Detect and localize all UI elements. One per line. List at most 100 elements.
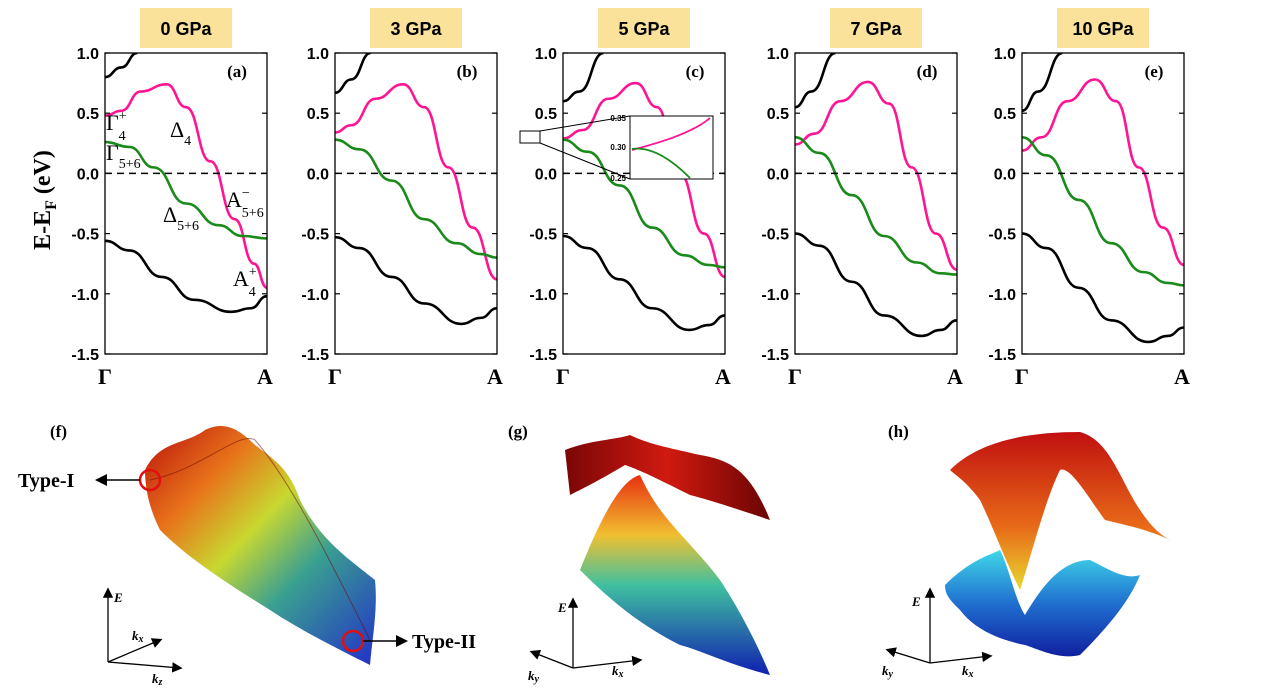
ytick-label: -1.5 [529,347,557,364]
gamma4-label: Γ+ 4 [106,109,127,144]
panel-h-label: (h) [888,422,909,441]
band-line [795,232,957,338]
band-line [335,138,497,259]
xtick-label: A [487,364,503,389]
panel-label: (d) [917,62,938,81]
panel-d: 7 GPa 1.0 0.5 0.0 -0.5 -1.0 -1.5Γ A (d) [761,8,963,389]
type-ii-label: Type-II [412,631,476,653]
panel-b: 3 GPa 1.0 0.5 0.0 -0.5 -1.0 -1.5Γ A (b) [301,8,503,389]
panel-a: 0 GPa 1.0 0.5 0.0 -0.5 -1.0 -1.5Γ A (a) [71,8,273,389]
delta56-label: Δ5+6 [163,202,199,234]
plot-frame [104,52,268,355]
svg-text:kz: kz [152,671,163,688]
ytick-label: -1.0 [529,287,557,304]
inset-green-band [631,147,691,179]
ytick-label: 1.0 [767,46,789,63]
panel-c: 5 GPa 1.0 0.5 0.0 -0.5 -1.0 -1.5Γ A (c) [529,8,731,389]
xtick-label: Γ [556,364,570,389]
surface-f [145,425,376,665]
surface-h-upper [950,432,1170,590]
gamma56-label: Γ5+6 [106,140,141,172]
panel-title-box [1057,8,1149,48]
band-line [795,135,957,276]
panel-g: (g) E ky kx [508,422,770,685]
plot-frame [1021,52,1185,355]
ytick-label: 0.5 [307,106,329,123]
band-line [563,234,725,332]
panel-title: 5 GPa [618,19,670,39]
surface-g-lower [580,475,770,675]
panel-e: 10 GPa 1.0 0.5 0.0 -0.5 -1.0 -1.5Γ A (e) [988,8,1190,389]
xtick-label: A [715,364,731,389]
panel-label: (b) [457,62,478,81]
panel-title-box [140,8,232,48]
ytick-label: 0.0 [994,166,1016,183]
ytick-label: -1.0 [988,287,1016,304]
y-axis-label: E-EF(eV) [30,150,60,250]
a56-label: A− 5+6 [226,186,264,221]
ytick-label: 0.5 [767,106,789,123]
ytick-label: 0.0 [535,166,557,183]
band-line [795,53,836,109]
plot-frame [334,52,498,355]
panel-title: 7 GPa [850,19,902,39]
plot-frame [794,52,958,355]
panel-title: 3 GPa [390,19,442,39]
panel-f-label: (f) [50,422,67,441]
panel-title: 10 GPa [1072,19,1134,39]
band-line [335,53,372,95]
band-line [563,53,604,103]
band-line [1022,135,1184,287]
axes-g: E ky kx [528,597,643,685]
ytick-label: -0.5 [529,227,557,244]
band-line [105,140,267,240]
svg-text:ky: ky [528,668,540,685]
svg-text:E: E [557,600,567,615]
inset-ytick: 0.35 [610,114,626,123]
band-line [1022,78,1184,267]
ytick-label: 1.0 [307,46,329,63]
axes-h: E ky kx [882,587,993,680]
ytick-label: 0.5 [994,106,1016,123]
svg-text:E: E [911,594,921,609]
ytick-label: 1.0 [994,46,1016,63]
ytick-label: -1.0 [761,287,789,304]
svg-text:kx: kx [132,628,144,645]
ytick-label: -1.5 [761,347,789,364]
band-line [795,80,957,272]
panel-a-annotations: Γ+ 4 Γ5+6 Δ4 Δ5+6 A− 5+6 A+ 4 [106,109,264,300]
delta4-label: Δ4 [170,117,191,149]
plot-frame [562,52,726,355]
ytick-label: -1.5 [71,347,99,364]
panel-h: (h) E ky kx [882,422,1170,680]
xtick-label: Γ [1015,364,1029,389]
svg-text:E-EF(eV): E-EF(eV) [30,150,60,250]
inset-ytick: 0.25 [610,174,626,183]
svg-text:E: E [113,590,123,605]
band-line [1022,232,1184,344]
ytick-label: -0.5 [71,227,99,244]
panel-label: (a) [227,62,247,81]
band-line [563,138,725,269]
panel-title-box [830,8,922,48]
surface-h-lower [945,550,1140,657]
ytick-label: 0.0 [77,166,99,183]
xtick-label: A [947,364,963,389]
band-line [105,239,267,314]
svg-text:kx: kx [612,663,624,680]
panel-f: (f) Type-I Type-II E kx kz [18,422,476,688]
ytick-label: -1.0 [71,287,99,304]
ytick-label: -1.0 [301,287,329,304]
ytick-label: 0.0 [307,166,329,183]
xtick-label: A [1174,364,1190,389]
ytick-label: -0.5 [988,227,1016,244]
svg-text:kx: kx [962,663,974,680]
xtick-label: Γ [788,364,802,389]
panel-title-box [370,8,462,48]
ytick-label: 1.0 [77,46,99,63]
xtick-label: Γ [328,364,342,389]
surface-g-upper [565,435,770,520]
xtick-label: A [257,364,273,389]
